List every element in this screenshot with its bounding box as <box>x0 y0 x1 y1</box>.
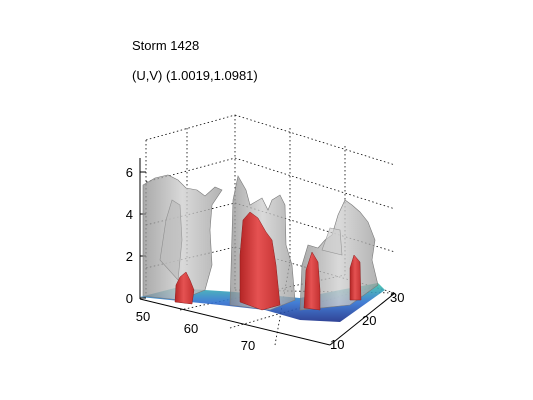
z-tick-label-0: 0 <box>126 291 133 306</box>
x-tick-label-60: 60 <box>184 321 198 336</box>
z-tick-label-2: 2 <box>126 249 133 264</box>
y-tick-labels: 10 20 30 <box>330 290 404 352</box>
y-tick-label-30: 30 <box>390 290 404 305</box>
y-axis <box>329 292 396 346</box>
inner-core-isosurfaces <box>174 211 362 311</box>
x-tick-label-50: 50 <box>136 309 150 324</box>
chart-subtitle: (U,V) (1.0019,1.0981) <box>132 68 258 83</box>
y-tick-label-10: 10 <box>330 337 344 352</box>
x-axis <box>139 298 331 346</box>
x-tick-labels: 50 60 70 <box>136 309 255 353</box>
z-tick-label-4: 4 <box>126 207 133 222</box>
z-tick-labels: 0 2 4 6 <box>126 165 133 306</box>
y-tick-label-20: 20 <box>362 313 376 328</box>
x-tick-label-70: 70 <box>241 338 255 353</box>
chart-title: Storm 1428 <box>132 38 200 53</box>
z-tick-label-6: 6 <box>126 165 133 180</box>
